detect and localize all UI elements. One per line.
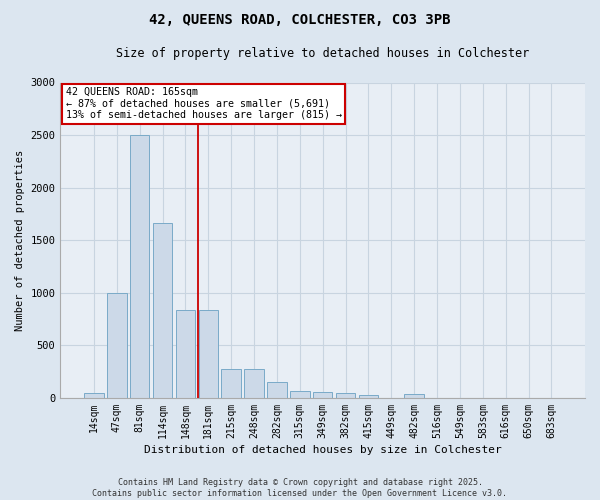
Bar <box>404 394 424 398</box>
Title: Size of property relative to detached houses in Colchester: Size of property relative to detached ho… <box>116 48 529 60</box>
Text: 42, QUEENS ROAD, COLCHESTER, CO3 3PB: 42, QUEENS ROAD, COLCHESTER, CO3 3PB <box>149 12 451 26</box>
Bar <box>336 392 355 398</box>
Bar <box>290 390 310 398</box>
Bar <box>221 368 241 398</box>
Bar <box>107 293 127 398</box>
Y-axis label: Number of detached properties: Number of detached properties <box>15 150 25 331</box>
Bar <box>244 368 264 398</box>
X-axis label: Distribution of detached houses by size in Colchester: Distribution of detached houses by size … <box>144 445 502 455</box>
Bar <box>84 392 104 398</box>
Bar <box>153 224 172 398</box>
Bar <box>359 395 378 398</box>
Bar <box>267 382 287 398</box>
Text: Contains HM Land Registry data © Crown copyright and database right 2025.
Contai: Contains HM Land Registry data © Crown c… <box>92 478 508 498</box>
Text: 42 QUEENS ROAD: 165sqm
← 87% of detached houses are smaller (5,691)
13% of semi-: 42 QUEENS ROAD: 165sqm ← 87% of detached… <box>65 87 341 120</box>
Bar <box>313 392 332 398</box>
Bar <box>130 135 149 398</box>
Bar <box>176 310 195 398</box>
Bar <box>199 310 218 398</box>
